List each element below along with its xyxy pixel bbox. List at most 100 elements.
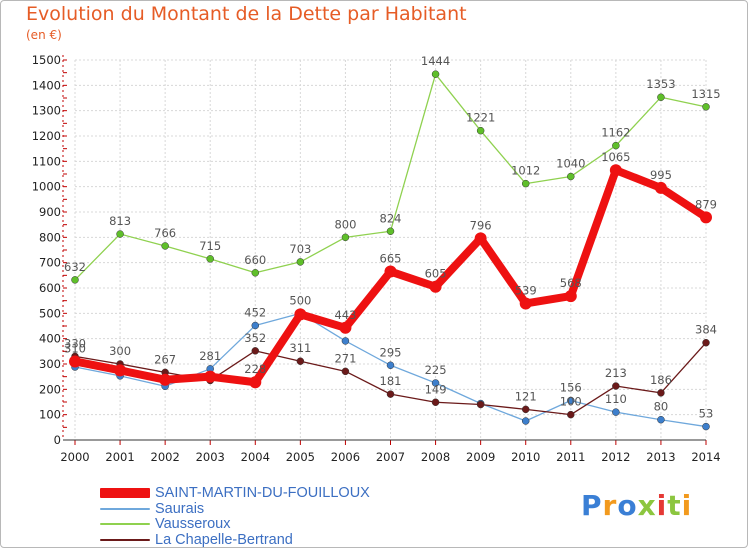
- legend-swatch-vausseroux: [100, 523, 150, 525]
- x-tick-label: 2013: [646, 450, 675, 464]
- data-label-saurais: 500: [289, 293, 311, 307]
- data-label-saurais: 225: [425, 363, 447, 377]
- data-point-saint-martin-du-fouilloux: [114, 364, 127, 377]
- data-label-saint-martin-du-fouilloux: 665: [380, 252, 402, 266]
- data-label-saint-martin-du-fouilloux: 443: [334, 308, 356, 322]
- logo-letter: i: [656, 489, 668, 522]
- data-label-saint-martin-du-fouilloux: 228: [244, 362, 266, 376]
- line-chart: 0 100 200 300 400 500 600 700 800 900 1000 1100 1200…: [32, 53, 721, 464]
- data-label-vausseroux: 703: [289, 242, 311, 256]
- data-point-vausseroux: [657, 93, 665, 101]
- data-point-vausseroux: [476, 126, 485, 135]
- y-unit-label: (en €): [26, 28, 62, 42]
- data-label-vausseroux: 632: [64, 260, 86, 274]
- data-point-saint-martin-du-fouilloux: [564, 290, 577, 303]
- data-label-la-chapelle-bertrand: 121: [515, 389, 537, 403]
- series-saint-martin-du-fouilloux: [69, 164, 712, 389]
- x-tick-label: 2004: [241, 450, 270, 464]
- legend-label-saint-martin: SAINT-MARTIN-DU-FOUILLOUX: [155, 485, 370, 501]
- data-label-vausseroux: 766: [154, 226, 176, 240]
- data-point-la-chapelle-bertrand: [521, 405, 530, 414]
- logo-letter: i: [681, 489, 693, 522]
- y-tick-label: 400: [39, 332, 61, 346]
- y-tick-label: 900: [39, 205, 61, 219]
- y-tick-label: 700: [39, 256, 61, 270]
- x-tick-labels: 2000 2001 2002 2003 2004 2005 2006 2007 2008 2009…: [60, 450, 720, 464]
- data-point-vausseroux: [116, 230, 124, 238]
- y-tick-label: 1000: [32, 180, 61, 194]
- data-label-la-chapelle-bertrand: 181: [380, 374, 402, 388]
- x-tick-label: 2000: [60, 450, 89, 464]
- data-label-la-chapelle-bertrand: 311: [289, 341, 311, 355]
- legend-label-vausseroux: Vausseroux: [155, 516, 231, 532]
- data-label-saint-martin-du-fouilloux: 995: [650, 168, 672, 182]
- y-tick-label: 500: [39, 306, 61, 320]
- data-point-vausseroux: [161, 242, 169, 250]
- data-point-vausseroux: [702, 103, 710, 111]
- data-label-la-chapelle-bertrand: 213: [605, 366, 627, 380]
- data-point-saint-martin-du-fouilloux: [654, 181, 667, 194]
- data-point-vausseroux: [296, 258, 305, 266]
- data-label-vausseroux: 1012: [511, 164, 540, 178]
- data-label-la-chapelle-bertrand: 100: [560, 395, 582, 409]
- series-lines: [69, 70, 712, 431]
- data-point-vausseroux: [612, 141, 620, 150]
- y-tick-label: 600: [39, 281, 61, 295]
- data-point-la-chapelle-bertrand: [567, 410, 575, 419]
- data-label-vausseroux: 813: [109, 214, 131, 228]
- x-tick-label: 2006: [331, 450, 360, 464]
- legend-label-la-chapelle-bertrand: La Chapelle-Bertrand: [155, 531, 293, 548]
- data-label-la-chapelle-bertrand: 384: [695, 323, 717, 337]
- data-point-saurais: [521, 417, 530, 425]
- y-tick-label: 0: [54, 433, 61, 447]
- data-point-saurais: [431, 379, 440, 387]
- data-point-la-chapelle-bertrand: [612, 382, 620, 390]
- legend-label-saurais: Saurais: [155, 500, 205, 517]
- proxiti-logo: Proxiti: [581, 489, 692, 522]
- data-point-vausseroux: [521, 179, 530, 188]
- data-point-saint-martin-du-fouilloux: [339, 321, 352, 334]
- data-point-la-chapelle-bertrand: [386, 390, 395, 398]
- data-label-vausseroux: 1040: [556, 157, 585, 171]
- data-point-saurais: [341, 337, 350, 345]
- data-label-vausseroux: 715: [199, 239, 221, 253]
- y-tick-label: 300: [39, 357, 61, 371]
- x-tick-label: 2002: [151, 450, 180, 464]
- data-point-saint-martin-du-fouilloux: [700, 211, 712, 224]
- x-tick-label: 2014: [691, 450, 720, 464]
- data-point-la-chapelle-bertrand: [251, 347, 260, 355]
- data-label-saint-martin-du-fouilloux: 605: [425, 267, 447, 281]
- data-point-saint-martin-du-fouilloux: [69, 355, 81, 368]
- y-tick-label: 100: [39, 408, 61, 422]
- data-point-vausseroux: [71, 276, 79, 284]
- data-label-saurais: 295: [380, 345, 402, 359]
- y-tick-labels: 0 100 200 300 400 500 600 700 800 900 1000 1100 1200…: [32, 53, 61, 447]
- x-tick-label: 2012: [601, 450, 630, 464]
- data-labels: 310 228 443 665 605 796 539 568 1065 995 879 281 452…: [64, 54, 721, 420]
- legend-swatch-la-chapelle-bertrand: [100, 538, 150, 541]
- data-label-saurais: 156: [560, 380, 582, 394]
- data-point-la-chapelle-bertrand: [657, 389, 665, 397]
- logo-letter: r: [602, 489, 618, 522]
- x-tick-label: 2008: [421, 450, 450, 464]
- data-label-la-chapelle-bertrand: 186: [650, 373, 672, 387]
- data-label-vausseroux: 1444: [421, 54, 450, 68]
- data-point-saint-martin-du-fouilloux: [474, 232, 487, 245]
- y-tick-label: 200: [39, 382, 61, 396]
- y-tick-label: 1100: [32, 154, 61, 168]
- legend-swatch-saint-martin: [100, 488, 150, 498]
- data-label-vausseroux: 1315: [691, 87, 720, 101]
- series-vausseroux: [71, 70, 710, 284]
- y-tick-label: 800: [39, 230, 61, 244]
- data-point-saint-martin-du-fouilloux: [159, 373, 172, 386]
- data-label-vausseroux: 1353: [646, 77, 675, 91]
- y-tick-label: 1200: [32, 129, 61, 143]
- data-label-saint-martin-du-fouilloux: 796: [470, 218, 492, 232]
- data-point-la-chapelle-bertrand: [702, 338, 710, 347]
- axes: [62, 55, 707, 445]
- data-point-vausseroux: [386, 227, 395, 236]
- data-label-saint-martin-du-fouilloux: 1065: [601, 150, 630, 164]
- x-tick-label: 2009: [466, 450, 495, 464]
- x-tick-label: 2003: [196, 450, 225, 464]
- data-point-saurais: [657, 415, 665, 424]
